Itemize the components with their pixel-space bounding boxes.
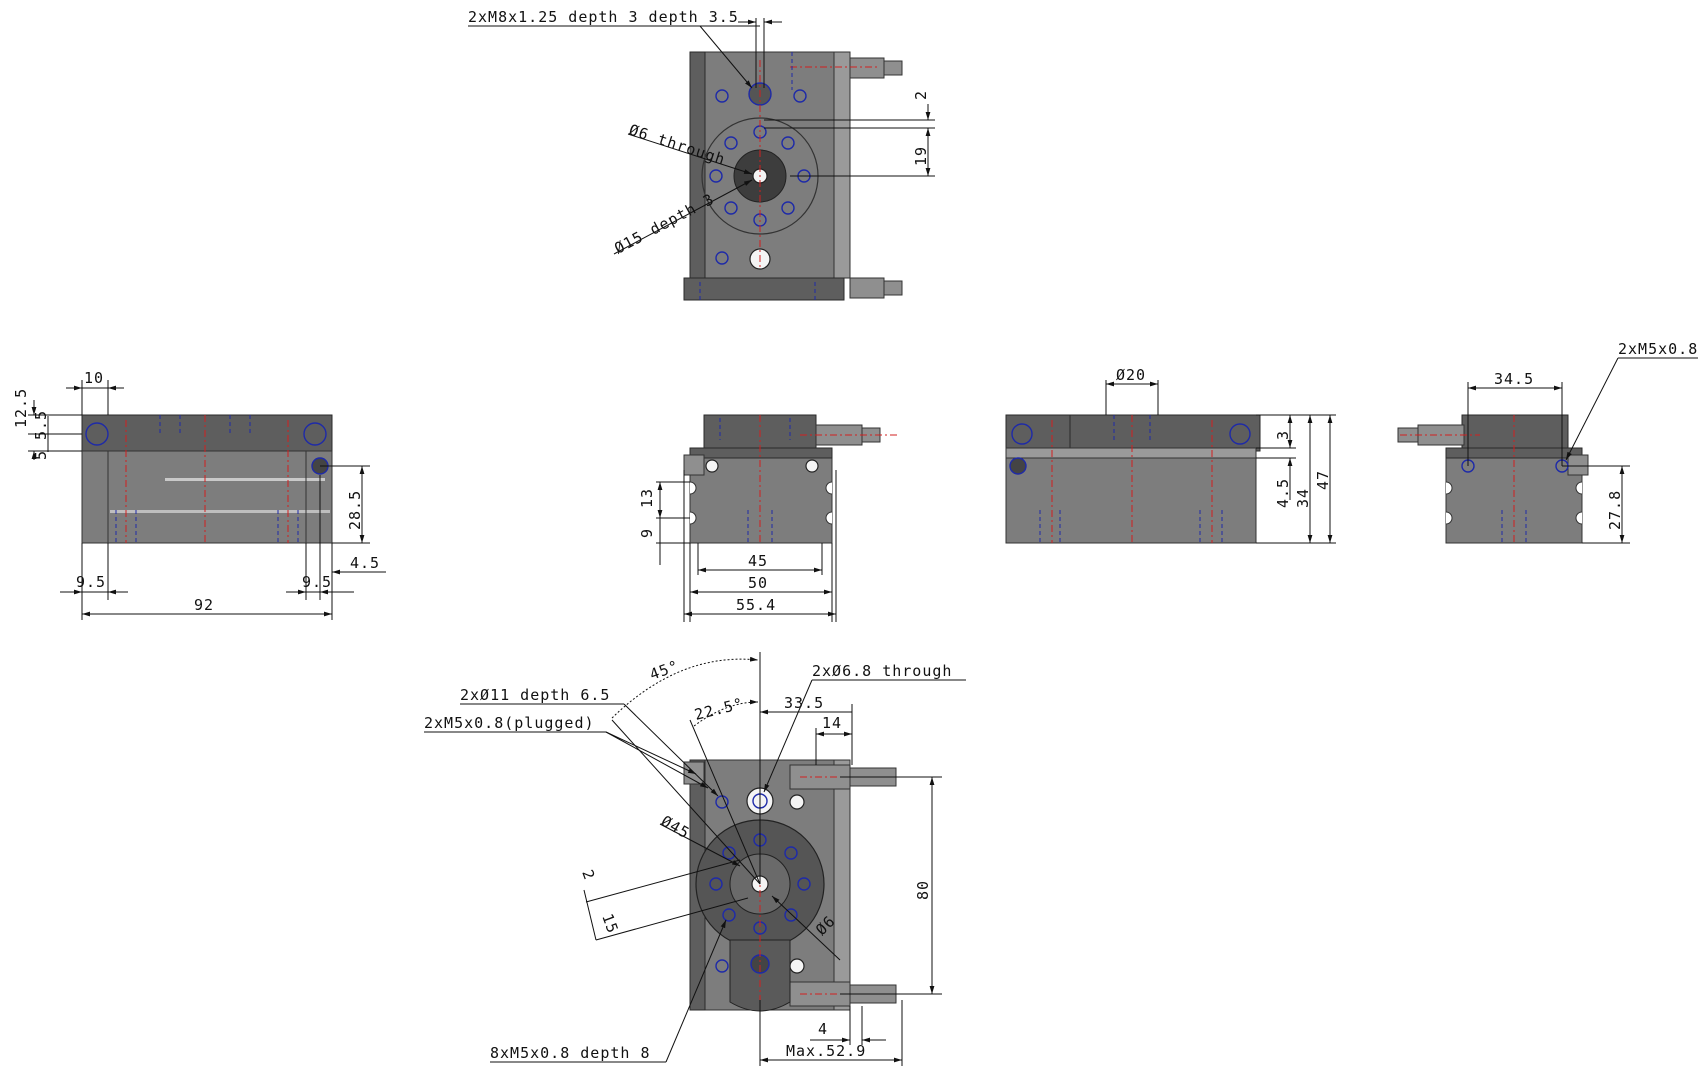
right-dim-34: 34 bbox=[1294, 488, 1312, 508]
right-dim-dia20: Ø20 bbox=[1116, 366, 1146, 384]
right-view-body bbox=[1005, 454, 1257, 544]
top-dim-2: 2 bbox=[912, 90, 930, 100]
left-dim-9-5-right: 9.5 bbox=[302, 573, 332, 591]
far-right-view: 34.5 2xM5x0.8 27.8 bbox=[1397, 340, 1698, 544]
bottom-angle-45: 45° bbox=[647, 657, 681, 684]
center-dim-9: 9 bbox=[638, 528, 656, 538]
top-callout-thread: 2xM8x1.25 depth 3 depth 3.5 bbox=[468, 8, 739, 26]
bottom-dim-80: 80 bbox=[914, 880, 932, 900]
right-view: Ø20 3 4.5 34 47 bbox=[1005, 366, 1336, 544]
right-dim-4-5: 4.5 bbox=[1274, 478, 1292, 508]
left-dim-12-5: 12.5 bbox=[12, 388, 30, 428]
center-dim-13: 13 bbox=[638, 488, 656, 508]
left-dim-4-5: 4.5 bbox=[350, 554, 380, 572]
bottom-callout-plugged: 2xM5x0.8(plugged) bbox=[424, 714, 595, 732]
center-dim-55-4: 55.4 bbox=[736, 596, 776, 614]
farright-dim-34-5: 34.5 bbox=[1494, 370, 1534, 388]
left-dim-28-5: 28.5 bbox=[346, 490, 364, 530]
bottom-dim-2: 2 bbox=[578, 867, 598, 883]
bottom-callout-cbore: 2xØ11 depth 6.5 bbox=[460, 686, 610, 704]
bottom-dim-dia45: Ø45 bbox=[658, 812, 693, 843]
bottom-dim-max: Max.52.9 bbox=[786, 1042, 866, 1060]
right-dim-47: 47 bbox=[1314, 470, 1332, 490]
top-dim-19: 19 bbox=[912, 146, 930, 166]
top-view: 2xM8x1.25 depth 3 depth 3.5 Ø6 through Ø… bbox=[468, 8, 935, 301]
left-dim-5-5: 5.5 bbox=[32, 410, 50, 440]
left-dim-9-5-left: 9.5 bbox=[76, 573, 106, 591]
center-view: 13 9 45 50 55.4 bbox=[638, 414, 900, 622]
bottom-dim-15: 15 bbox=[598, 911, 622, 936]
far-right-view-body bbox=[1445, 454, 1583, 544]
bottom-angle-22-5: 22.5° bbox=[693, 694, 746, 724]
farright-callout-thread: 2xM5x0.8 bbox=[1618, 340, 1698, 358]
bottom-view-holes bbox=[709, 794, 811, 974]
center-dim-45: 45 bbox=[748, 552, 768, 570]
right-dim-3: 3 bbox=[1274, 430, 1292, 440]
left-dim-10: 10 bbox=[84, 369, 104, 387]
farright-dim-27-8: 27.8 bbox=[1606, 490, 1624, 530]
bottom-callout-thread8: 8xM5x0.8 depth 8 bbox=[490, 1044, 651, 1062]
left-view: 10 12.5 5.5 5 28.5 4.5 9.5 9.5 92 bbox=[12, 369, 386, 620]
left-dim-92: 92 bbox=[194, 596, 214, 614]
bottom-view: 45° 22.5° 2xØ6.8 through 2xØ11 depth 6.5… bbox=[424, 652, 966, 1066]
bottom-dim-33-5: 33.5 bbox=[784, 694, 824, 712]
bottom-dim-14: 14 bbox=[822, 714, 842, 732]
center-dim-50: 50 bbox=[748, 574, 768, 592]
bottom-dim-4: 4 bbox=[818, 1020, 828, 1038]
bottom-callout-through: 2xØ6.8 through bbox=[812, 662, 952, 680]
left-dim-5: 5 bbox=[32, 450, 50, 460]
